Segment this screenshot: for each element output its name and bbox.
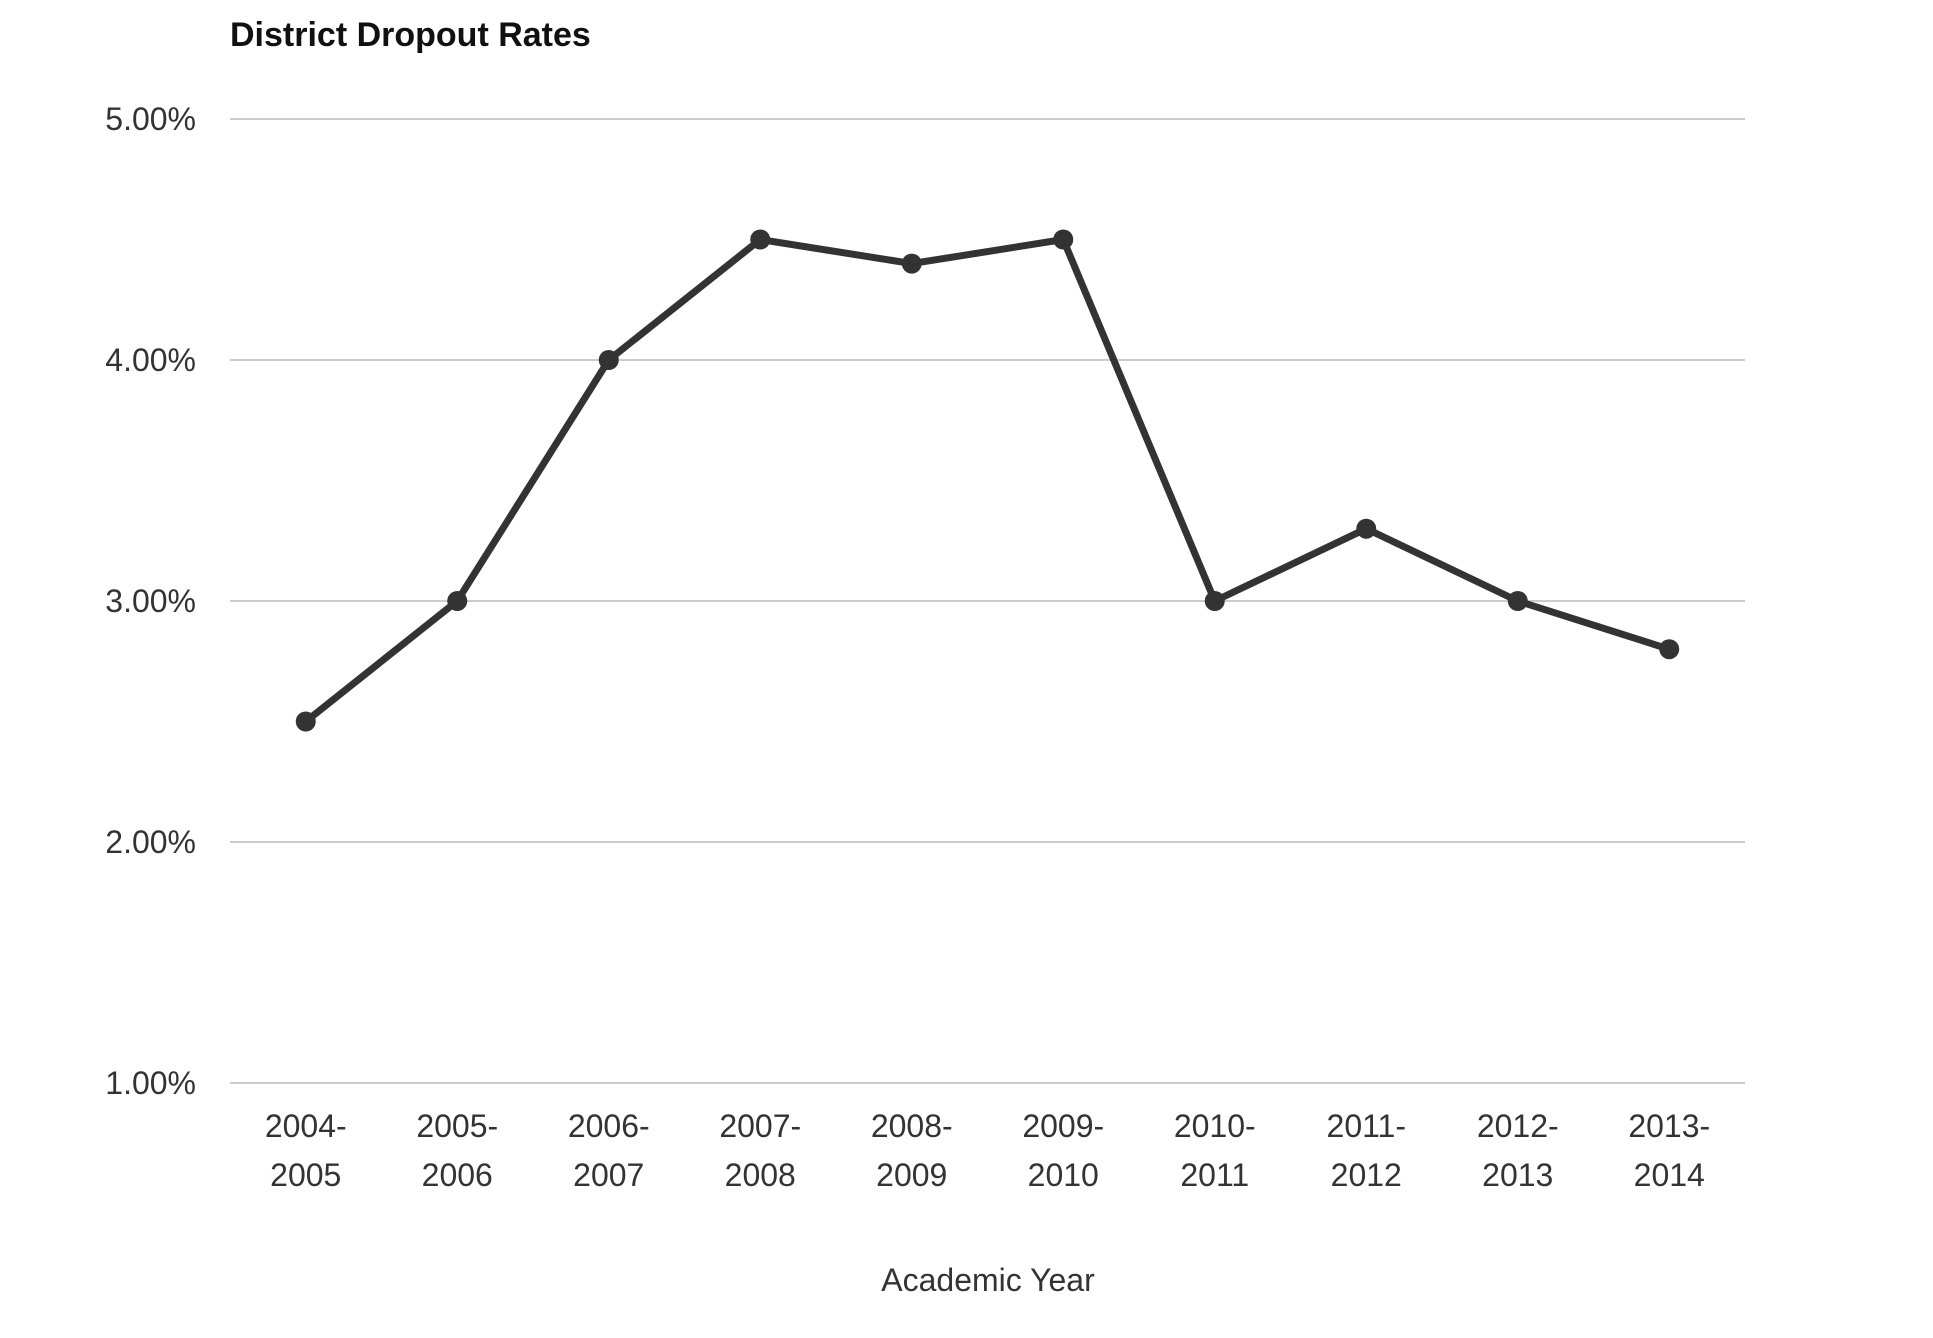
x-tick-label-line: 2005-	[416, 1108, 499, 1144]
data-point	[598, 350, 619, 370]
x-tick-label: 2008- 2009	[871, 1102, 953, 1200]
x-tick-label-line: 2004-	[264, 1108, 347, 1144]
chart-title: District Dropout Rates	[230, 16, 591, 54]
y-tick-label: 4.00%	[105, 342, 196, 378]
data-point	[1053, 229, 1074, 250]
x-tick-label-line: 2008	[724, 1157, 796, 1193]
x-tick-label-line: 2006	[421, 1157, 493, 1193]
x-tick-label-line: 2012-	[1476, 1108, 1559, 1144]
y-tick-label: 5.00%	[105, 101, 196, 137]
x-tick-label-line: 2011-	[1326, 1108, 1406, 1144]
data-point	[1507, 591, 1528, 611]
x-tick-label: 2007- 2008	[719, 1102, 801, 1200]
data-point	[1356, 518, 1377, 539]
x-tick-label-line: 2005	[270, 1157, 342, 1193]
data-point	[295, 711, 316, 732]
x-tick-label-line: 2013-	[1628, 1108, 1711, 1144]
data-point	[1204, 591, 1225, 611]
x-tick-label: 2011- 2012	[1327, 1102, 1406, 1200]
x-tick-label-line: 2010	[1027, 1157, 1099, 1193]
data-point	[1659, 639, 1680, 660]
x-tick-label: 2009- 2010	[1022, 1102, 1104, 1200]
x-tick-label-line: 2009	[876, 1157, 948, 1193]
y-tick-label: 1.00%	[105, 1065, 196, 1101]
data-point	[750, 229, 771, 250]
x-axis-title: Academic Year	[881, 1262, 1095, 1298]
x-tick-label-line: 2009-	[1022, 1108, 1105, 1144]
x-tick-label-line: 2007-	[719, 1108, 802, 1144]
x-tick-label-line: 2012	[1330, 1157, 1402, 1193]
y-tick-label: 2.00%	[105, 824, 196, 860]
x-tick-label: 2010- 2011	[1174, 1102, 1256, 1200]
data-point	[901, 253, 922, 274]
x-tick-label: 2005- 2006	[416, 1102, 498, 1200]
x-tick-label-line: 2011	[1180, 1157, 1250, 1193]
x-tick-label-line: 2006-	[567, 1108, 650, 1144]
x-tick-label-line: 2014	[1633, 1157, 1705, 1193]
x-tick-label-line: 2007	[573, 1157, 645, 1193]
x-tick-label: 2006- 2007	[568, 1102, 650, 1200]
x-tick-label: 2012- 2013	[1477, 1102, 1559, 1200]
x-tick-label-line: 2013	[1482, 1157, 1554, 1193]
x-tick-label: 2004- 2005	[265, 1102, 347, 1200]
data-point	[447, 591, 468, 611]
x-tick-label-line: 2008-	[870, 1108, 953, 1144]
y-tick-label: 3.00%	[105, 583, 196, 619]
series-line	[302, 236, 1673, 725]
x-tick-label: 2013- 2014	[1628, 1102, 1710, 1200]
x-tick-label-line: 2010-	[1173, 1108, 1256, 1144]
